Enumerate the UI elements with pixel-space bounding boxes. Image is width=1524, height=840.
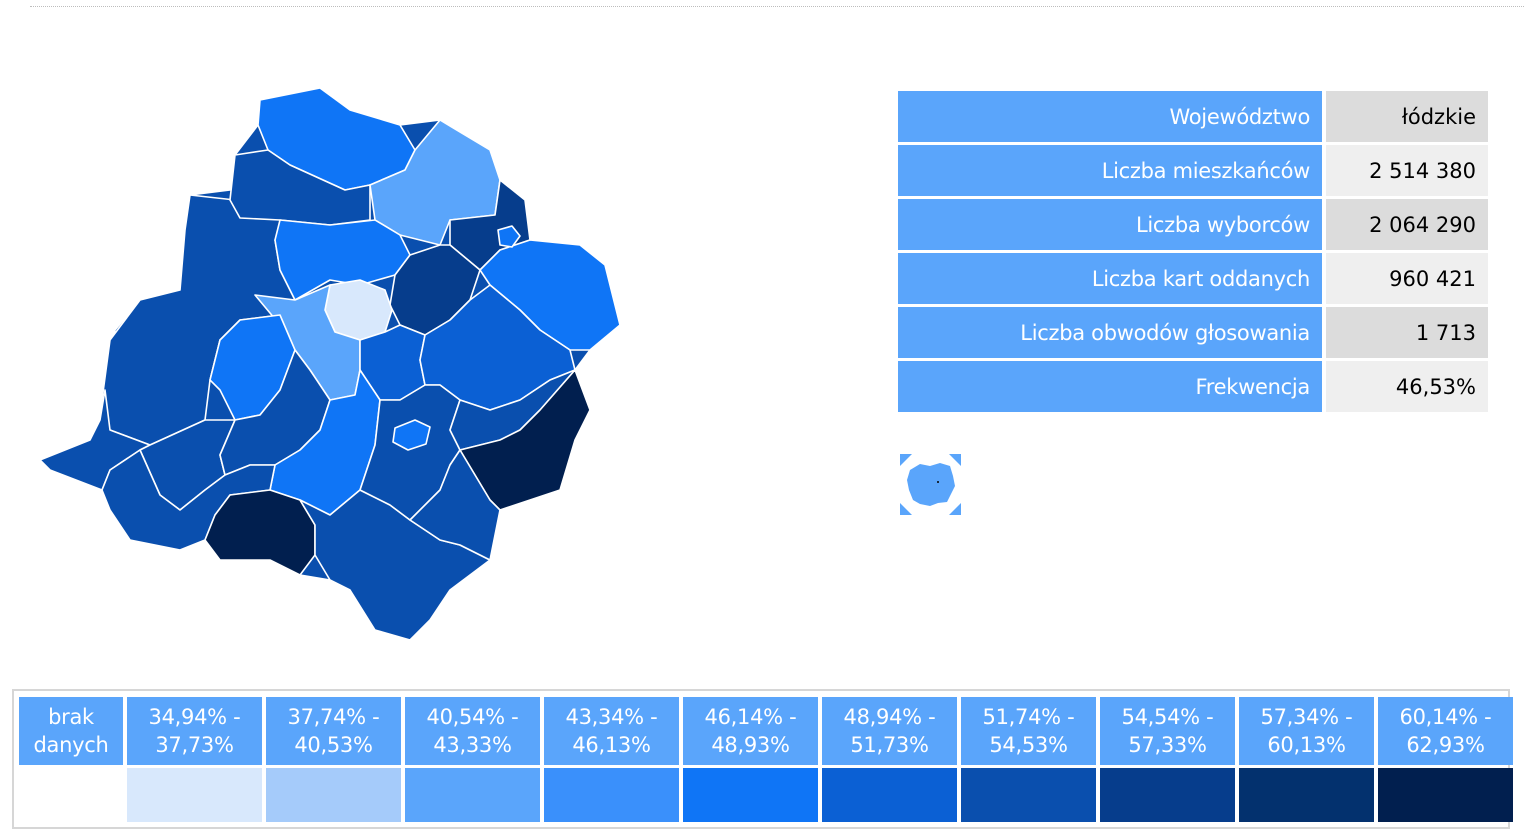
legend-swatch [961, 768, 1096, 822]
legend-label: 37,74% -40,53% [266, 697, 401, 765]
legend-swatch [19, 768, 123, 822]
legend-label: 51,74% -54,53% [961, 697, 1096, 765]
legend-swatch [544, 768, 679, 822]
legend-label: 57,34% -60,13% [1239, 697, 1374, 765]
info-label: Frekwencja [898, 361, 1322, 412]
info-label: Liczba wyborców [898, 199, 1322, 250]
info-row-voivodeship: Województwo łódzkie [898, 91, 1488, 142]
info-value: łódzkie [1326, 91, 1488, 142]
info-label: Liczba obwodów głosowania [898, 307, 1322, 358]
info-label: Liczba kart oddanych [898, 253, 1322, 304]
legend-swatch [1378, 768, 1513, 822]
info-label: Województwo [898, 91, 1322, 142]
voivodeship-map[interactable] [30, 70, 640, 660]
legend-swatch [1100, 768, 1235, 822]
legend-label: 54,54% -57,33% [1100, 697, 1235, 765]
district-enclave-north[interactable] [497, 225, 521, 248]
legend-swatch [822, 768, 957, 822]
district-east[interactable] [479, 239, 621, 351]
legend-label: 43,34% -46,13% [544, 697, 679, 765]
legend-label: 60,14% -62,93% [1378, 697, 1513, 765]
info-row-voters: Liczba wyborców 2 064 290 [898, 199, 1488, 250]
info-row-ballots: Liczba kart oddanych 960 421 [898, 253, 1488, 304]
legend-label: 34,94% -37,73% [127, 697, 262, 765]
legend-labels: brak danych 34,94% -37,73% 37,74% -40,53%… [19, 697, 1517, 765]
info-row-population: Liczba mieszkańców 2 514 380 [898, 145, 1488, 196]
district-center-north[interactable] [274, 219, 411, 301]
info-value: 1 713 [1326, 307, 1488, 358]
legend-swatch [266, 768, 401, 822]
legend-swatches [19, 768, 1517, 822]
info-row-districts: Liczba obwodów głosowania 1 713 [898, 307, 1488, 358]
region-info-table: Województwo łódzkie Liczba mieszkańców 2… [898, 91, 1488, 415]
legend: brak danych 34,94% -37,73% 37,74% -40,53%… [12, 689, 1513, 829]
legend-swatch [1239, 768, 1374, 822]
legend-swatch [405, 768, 540, 822]
district-enclave-south[interactable] [392, 419, 431, 451]
info-row-turnout: Frekwencja 46,53% [898, 361, 1488, 412]
district-sw-lower[interactable] [101, 449, 276, 551]
legend-label: brak danych [19, 697, 123, 765]
poland-locator-icon[interactable] [900, 454, 961, 515]
info-value: 960 421 [1326, 253, 1488, 304]
legend-label: 46,14% -48,93% [683, 697, 818, 765]
info-value: 2 514 380 [1326, 145, 1488, 196]
legend-label: 48,94% -51,73% [822, 697, 957, 765]
district-se-mid[interactable] [409, 449, 501, 561]
legend-label: 40,54% -43,33% [405, 697, 540, 765]
info-label: Liczba mieszkańców [898, 145, 1322, 196]
legend-swatch [683, 768, 818, 822]
info-value: 2 064 290 [1326, 199, 1488, 250]
top-divider [30, 6, 1524, 7]
legend-swatch [127, 768, 262, 822]
info-value: 46,53% [1326, 361, 1488, 412]
